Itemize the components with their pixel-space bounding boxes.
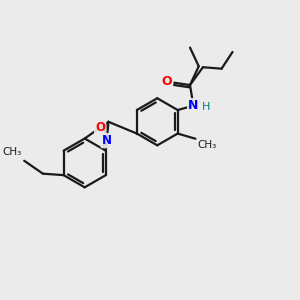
Text: N: N [188, 99, 199, 112]
Text: O: O [161, 75, 172, 88]
Text: N: N [102, 134, 112, 147]
Text: CH₃: CH₃ [3, 147, 22, 157]
Text: O: O [95, 121, 105, 134]
Text: H: H [202, 102, 210, 112]
Text: CH₃: CH₃ [197, 140, 216, 150]
